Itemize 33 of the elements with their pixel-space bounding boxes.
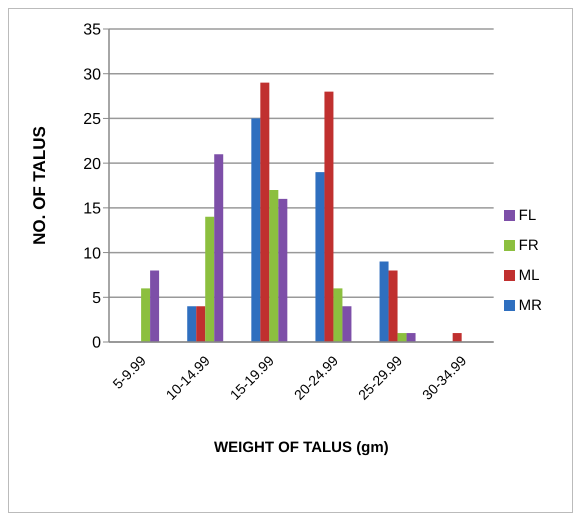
bar bbox=[406, 333, 416, 342]
y-tick-label: 35 bbox=[83, 22, 102, 39]
bar bbox=[324, 92, 334, 342]
bar bbox=[342, 306, 352, 342]
bar bbox=[315, 172, 324, 342]
bar bbox=[251, 118, 260, 342]
bar bbox=[452, 333, 462, 342]
legend-label: MR bbox=[518, 296, 542, 314]
bar bbox=[214, 154, 224, 342]
y-tick-label: 5 bbox=[92, 290, 102, 307]
y-axis-title: NO. OF TALUS bbox=[30, 126, 50, 245]
bar bbox=[333, 288, 342, 342]
y-tick-label: 20 bbox=[83, 156, 102, 173]
y-tick-label: 30 bbox=[83, 66, 102, 84]
bar bbox=[398, 333, 407, 342]
bar bbox=[269, 190, 278, 342]
y-tick-label: 25 bbox=[83, 111, 102, 128]
bar bbox=[187, 306, 196, 342]
bar bbox=[205, 216, 214, 342]
bar bbox=[388, 270, 398, 342]
bar bbox=[260, 82, 270, 342]
bar bbox=[141, 288, 150, 342]
y-tick-label: 15 bbox=[83, 200, 102, 218]
legend-label: ML bbox=[518, 266, 540, 284]
y-tick-label: 10 bbox=[83, 245, 102, 262]
legend-label: FR bbox=[518, 236, 539, 254]
legend-label: FL bbox=[518, 206, 536, 224]
bar bbox=[196, 306, 206, 342]
x-axis-title: WEIGHT OF TALUS (gm) bbox=[214, 439, 389, 456]
y-tick-label: 0 bbox=[92, 334, 102, 352]
bar bbox=[278, 198, 288, 342]
bar bbox=[150, 270, 160, 342]
bar bbox=[380, 262, 389, 342]
